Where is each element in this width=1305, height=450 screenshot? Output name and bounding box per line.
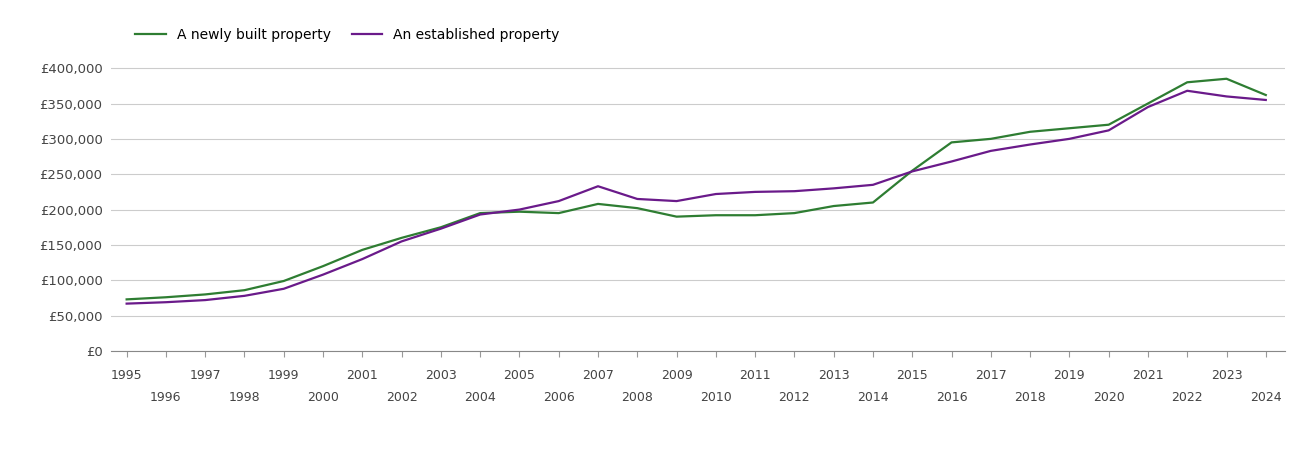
An established property [472,212,488,217]
Text: 2021: 2021 [1133,369,1164,382]
An established property [826,186,842,191]
An established property [551,198,566,204]
An established property [197,297,213,303]
A newly built property [748,212,763,218]
Text: 2022: 2022 [1172,391,1203,404]
A newly built property [1101,122,1117,127]
Legend: A newly built property, An established property: A newly built property, An established p… [129,22,565,47]
A newly built property [236,288,252,293]
Text: 2003: 2003 [425,369,457,382]
Text: 2007: 2007 [582,369,613,382]
A newly built property [1180,80,1195,85]
An established property [1258,97,1274,103]
Text: 2012: 2012 [779,391,810,404]
Text: 1998: 1998 [228,391,260,404]
An established property [1101,128,1117,133]
A newly built property [629,206,645,211]
A newly built property [826,203,842,209]
An established property [787,189,803,194]
A newly built property [865,200,881,205]
Text: 2008: 2008 [621,391,654,404]
Text: 1996: 1996 [150,391,181,404]
Text: 2015: 2015 [897,369,928,382]
A newly built property [590,201,606,207]
An established property [1022,142,1037,147]
An established property [944,159,959,164]
A newly built property [904,168,920,173]
A newly built property [1061,126,1077,131]
Text: 2014: 2014 [857,391,889,404]
Text: 2013: 2013 [818,369,850,382]
An established property [668,198,684,204]
An established property [236,293,252,298]
Line: A newly built property: A newly built property [127,79,1266,299]
An established property [629,196,645,202]
Text: 2020: 2020 [1092,391,1125,404]
An established property [709,191,724,197]
A newly built property [1022,129,1037,135]
Text: 2006: 2006 [543,391,574,404]
An established property [590,184,606,189]
Text: 2000: 2000 [307,391,339,404]
A newly built property [551,211,566,216]
An established property [1061,136,1077,142]
A newly built property [158,295,174,300]
Text: 2016: 2016 [936,391,967,404]
An established property [355,256,371,262]
Text: 2004: 2004 [465,391,496,404]
A newly built property [1219,76,1235,81]
Text: 1999: 1999 [268,369,300,382]
Text: 2023: 2023 [1211,369,1242,382]
An established property [316,272,331,277]
A newly built property [944,140,959,145]
An established property [275,286,291,292]
A newly built property [316,263,331,269]
Text: 2009: 2009 [660,369,693,382]
An established property [1180,88,1195,94]
An established property [394,238,410,244]
A newly built property [394,235,410,241]
An established property [904,169,920,174]
Line: An established property: An established property [127,91,1266,304]
Text: 2001: 2001 [346,369,378,382]
A newly built property [983,136,998,142]
A newly built property [668,214,684,219]
An established property [158,300,174,305]
Text: 2024: 2024 [1250,391,1282,404]
Text: 2011: 2011 [740,369,771,382]
A newly built property [1258,92,1274,98]
A newly built property [197,292,213,297]
Text: 2019: 2019 [1053,369,1086,382]
An established property [1219,94,1235,99]
Text: 2010: 2010 [699,391,732,404]
A newly built property [787,211,803,216]
A newly built property [709,212,724,218]
Text: 2002: 2002 [386,391,418,404]
An established property [512,207,527,212]
An established property [1141,104,1156,110]
A newly built property [433,225,449,230]
An established property [119,301,134,306]
Text: 1995: 1995 [111,369,142,382]
A newly built property [1141,101,1156,106]
An established property [983,148,998,153]
A newly built property [119,297,134,302]
An established property [865,182,881,188]
A newly built property [355,247,371,252]
Text: 2018: 2018 [1014,391,1047,404]
An established property [433,226,449,231]
Text: 1997: 1997 [189,369,221,382]
An established property [748,189,763,194]
A newly built property [472,211,488,216]
A newly built property [275,278,291,284]
Text: 2005: 2005 [504,369,535,382]
Text: 2017: 2017 [975,369,1006,382]
A newly built property [512,209,527,214]
